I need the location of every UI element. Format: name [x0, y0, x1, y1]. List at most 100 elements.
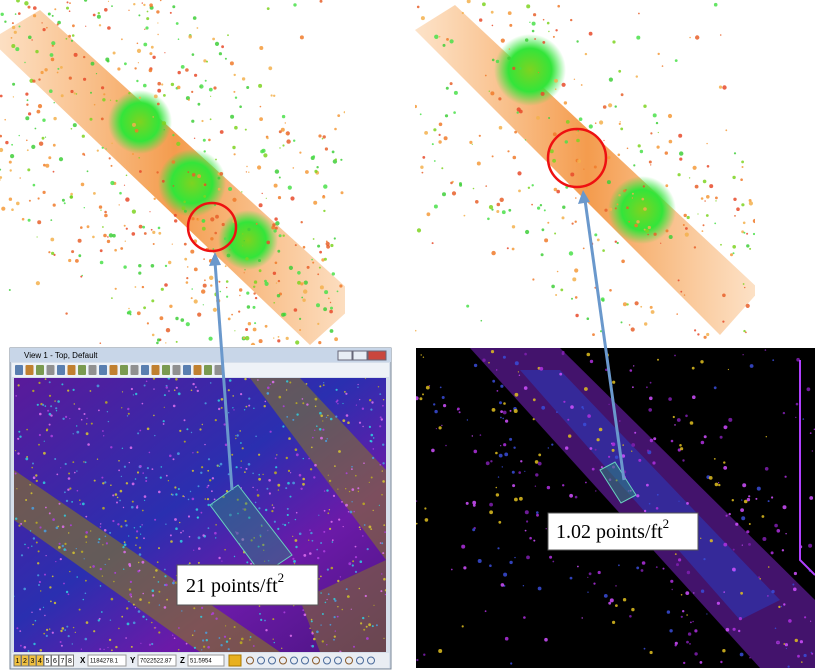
point	[434, 34, 439, 39]
point	[40, 590, 42, 592]
point	[14, 13, 17, 15]
point	[169, 454, 172, 458]
point	[331, 541, 334, 543]
points	[416, 349, 815, 668]
point	[126, 415, 129, 417]
point	[92, 13, 96, 17]
point	[235, 531, 239, 535]
point	[370, 476, 373, 479]
z-field[interactable]	[187, 654, 225, 667]
view-button[interactable]	[66, 654, 74, 667]
point	[626, 147, 629, 150]
point	[131, 482, 135, 486]
point	[441, 424, 443, 426]
point	[163, 606, 167, 609]
point	[75, 259, 79, 263]
point	[190, 249, 195, 254]
lock-icon[interactable]	[228, 654, 242, 667]
point	[442, 192, 446, 197]
point	[163, 129, 165, 131]
point	[433, 204, 438, 209]
point	[11, 25, 16, 30]
point	[89, 117, 93, 121]
point	[31, 144, 36, 149]
point	[302, 457, 304, 460]
point	[38, 580, 42, 584]
point	[586, 317, 590, 321]
point	[379, 393, 382, 395]
point	[169, 304, 173, 308]
point	[224, 443, 228, 447]
y-field[interactable]	[137, 654, 177, 667]
point	[317, 273, 320, 276]
maximize-button[interactable]	[352, 350, 368, 361]
point	[265, 197, 267, 199]
point	[536, 116, 540, 120]
point	[424, 507, 427, 510]
point	[545, 528, 547, 530]
point	[552, 158, 556, 163]
point	[42, 118, 46, 122]
point	[740, 508, 744, 512]
point	[503, 443, 507, 447]
point	[337, 114, 341, 117]
point	[159, 316, 164, 321]
point	[165, 342, 167, 344]
point	[422, 356, 425, 358]
minimize-button[interactable]	[337, 350, 353, 361]
point	[329, 301, 332, 304]
close-button[interactable]	[367, 350, 387, 361]
point	[614, 207, 617, 210]
point	[328, 479, 332, 483]
point	[210, 217, 215, 222]
tool-icon	[36, 365, 44, 375]
point	[264, 281, 269, 286]
point	[700, 440, 705, 445]
point	[771, 589, 775, 594]
point	[225, 490, 229, 493]
point	[264, 619, 266, 622]
point	[540, 91, 545, 96]
point	[246, 561, 249, 564]
point	[64, 462, 67, 466]
point	[65, 415, 68, 418]
point	[631, 450, 633, 452]
point	[241, 245, 244, 247]
point	[201, 466, 204, 469]
point	[44, 378, 47, 380]
label-text: 21 points/ft	[186, 575, 278, 597]
x-field[interactable]	[87, 654, 127, 667]
point	[310, 620, 313, 623]
point	[223, 237, 227, 240]
density-label: 21 points/ft2	[186, 570, 284, 597]
point	[196, 451, 199, 454]
point	[616, 241, 619, 245]
point	[285, 132, 288, 135]
point	[600, 466, 603, 469]
point	[125, 482, 129, 485]
point	[554, 78, 558, 83]
point	[37, 104, 43, 109]
point	[229, 513, 232, 517]
point	[167, 480, 170, 482]
point	[229, 637, 231, 640]
point	[570, 405, 574, 409]
point	[71, 501, 73, 503]
point	[461, 11, 464, 15]
point	[0, 179, 1, 181]
road-center	[520, 370, 780, 620]
point	[589, 359, 594, 364]
point	[490, 91, 495, 96]
point	[128, 9, 130, 11]
snap-icon	[356, 656, 364, 665]
snap-icons	[246, 656, 375, 665]
point	[372, 448, 375, 450]
point	[171, 493, 174, 496]
point	[259, 613, 261, 615]
point	[295, 545, 298, 549]
point	[202, 639, 205, 642]
point	[103, 435, 105, 437]
point	[577, 565, 579, 568]
tool-icon	[183, 365, 191, 375]
point	[318, 578, 320, 580]
